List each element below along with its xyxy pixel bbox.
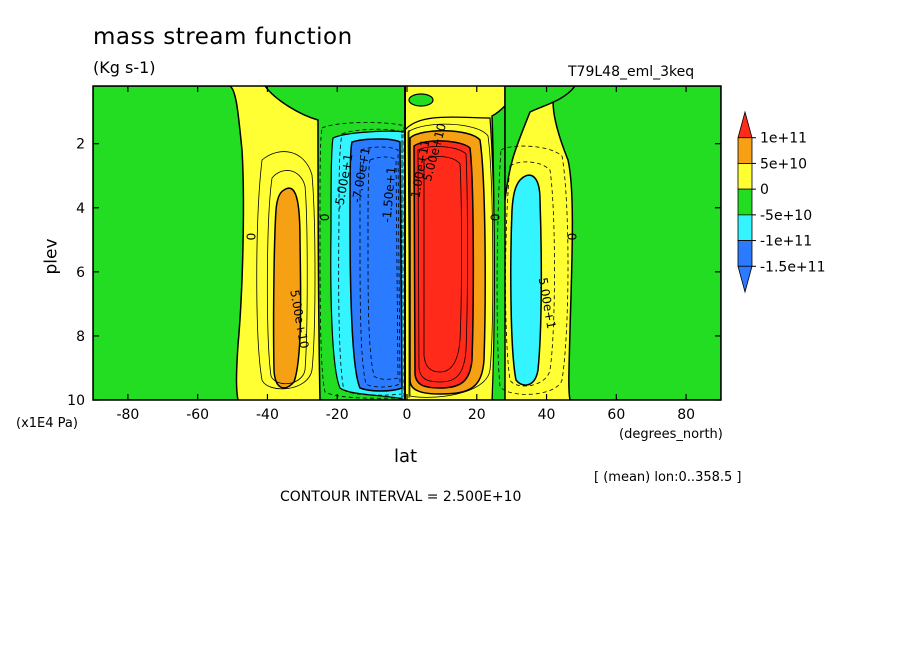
x-axis: -80 -60 -40 -20 0 20 40 60 80	[116, 86, 695, 423]
contour-interval: CONTOUR INTERVAL = 2.500E+10	[280, 489, 522, 505]
contour-line	[423, 156, 462, 373]
x-tick-label: -40	[256, 407, 279, 423]
y-tick-label: 4	[76, 201, 85, 217]
run-name: T79L48_eml_3keq	[568, 64, 695, 80]
y-axis: 2 4 6 8 10	[67, 137, 721, 409]
contour-label: -1.50e+1	[380, 166, 399, 223]
colorbar-bin	[737, 110, 753, 139]
contour-line	[319, 122, 405, 399]
colorbar-bin	[737, 188, 753, 216]
contour-fill-layer	[93, 86, 721, 400]
contour-line	[407, 123, 494, 398]
x-tick-label: 0	[403, 407, 412, 423]
colorbar-bin	[737, 265, 753, 294]
x-tick-label: -20	[326, 407, 349, 423]
averaging-note: [ (mean) lon:0..358.5 ]	[594, 470, 742, 485]
contour-line	[266, 170, 308, 384]
y-tick-label: 6	[76, 265, 85, 281]
colorbar-label: -5e+10	[760, 208, 812, 224]
y-tick-label: 2	[76, 137, 85, 153]
x-tick-label: 20	[468, 407, 486, 423]
contour-line	[367, 156, 399, 380]
colorbar-bin	[737, 137, 753, 164]
x-tick-label: 60	[607, 407, 625, 423]
colorbar-label: 5e+10	[760, 156, 807, 172]
x-tick-label: -80	[116, 407, 139, 423]
contour-line	[359, 146, 401, 388]
region-north-hadley-cell	[413, 140, 475, 389]
x-tick-label: 40	[538, 407, 556, 423]
x-tick-label: -60	[186, 407, 209, 423]
colorbar-bin	[737, 240, 753, 267]
region-north-ferrel-cell	[510, 174, 543, 386]
colorbar-legend: 1e+11 5e+10 0 -5e+10 -1e+11 -1.5e+11	[737, 110, 825, 294]
colorbar-bin	[737, 214, 753, 241]
chart-units: (Kg s-1)	[93, 58, 156, 77]
contour-line	[256, 151, 316, 390]
contour-line	[496, 145, 569, 395]
colorbar-label: 0	[760, 182, 769, 198]
region-south-polar-negative	[93, 86, 245, 400]
colorbar-label: 1e+11	[760, 131, 807, 147]
y-tick-label: 8	[76, 329, 85, 345]
contour-label: 0	[317, 214, 331, 222]
colorbar-label: -1.5e+11	[760, 259, 825, 275]
contour-label: 0	[244, 233, 258, 241]
chart-title: mass stream function	[93, 24, 353, 50]
contour-label: 0	[488, 214, 502, 222]
x-tick-label: 80	[677, 407, 695, 423]
region-north-polar-negative	[552, 86, 721, 400]
contour-line	[417, 146, 468, 383]
contour-line	[338, 128, 403, 396]
colorbar-bin	[737, 163, 753, 190]
region-south-hadley-cell	[349, 138, 403, 392]
y-axis-unit: (x1E4 Pa)	[16, 416, 78, 431]
contour-line	[505, 161, 555, 387]
x-axis-unit: (degrees_north)	[619, 427, 723, 442]
x-axis-label: lat	[394, 446, 418, 467]
region-south-ferrel-cell	[272, 187, 302, 389]
y-tick-label: 10	[67, 393, 85, 409]
region-equatorial-negative-blob	[408, 93, 434, 107]
contour-label: 0	[564, 233, 578, 241]
region-north-subtropical-negative-2	[504, 86, 576, 201]
colorbar-label: -1e+11	[760, 234, 812, 250]
